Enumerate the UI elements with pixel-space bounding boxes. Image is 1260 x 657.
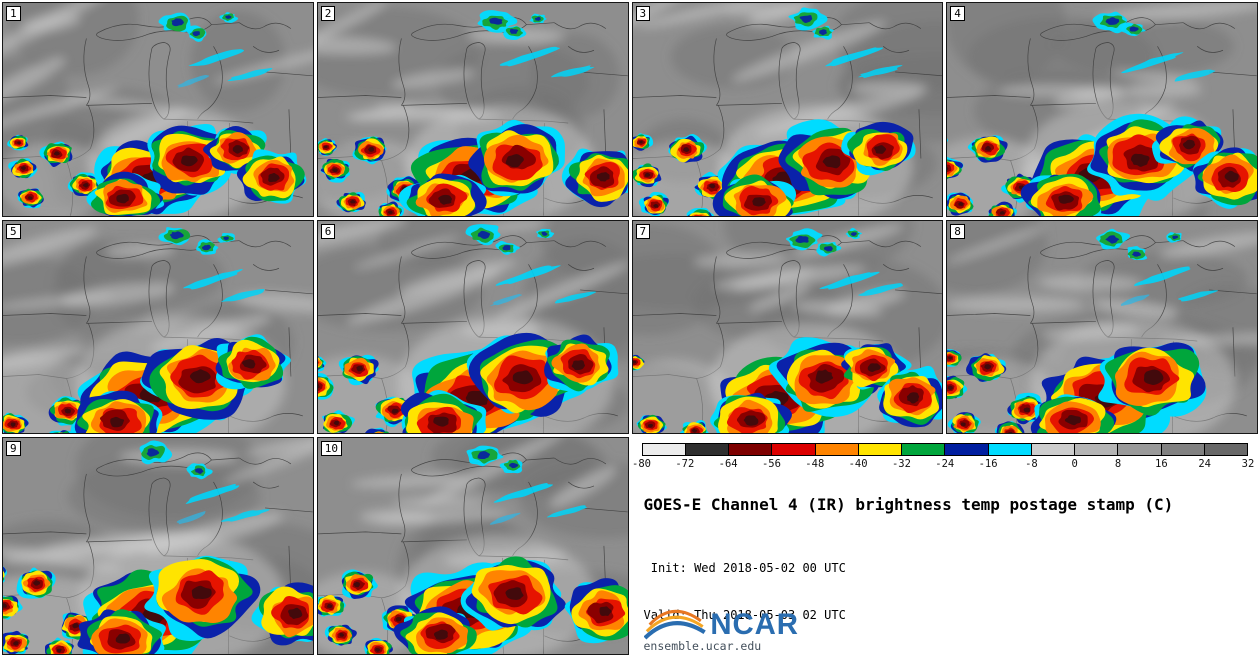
ir-satellite-image (632, 220, 943, 434)
panel-number-badge: 7 (635, 223, 651, 239)
ir-satellite-image (3, 438, 313, 654)
colorbar: -80 -72 -64 -56 -48 -40 -32 -24 -16 -8 0 8 16 24 32 (632, 443, 1254, 471)
member-panel-5: 5 (2, 219, 314, 435)
colorbar-segment (771, 444, 815, 456)
member-panel-9: 9 (2, 437, 314, 655)
colorbar-tick-label: -48 (805, 458, 825, 471)
init-time: Init: Wed 2018-05-02 00 UTC (643, 561, 846, 576)
panel-number-badge: 3 (635, 6, 651, 21)
colorbar-tick-label: 0 (1071, 458, 1078, 471)
panel-number-badge: 9 (6, 441, 21, 457)
colorbar-tick-label: -8 (1025, 458, 1038, 471)
ir-satellite-image (947, 220, 1257, 434)
colorbar-tick-label: 8 (1114, 458, 1122, 471)
panel-number-badge: 8 (950, 223, 965, 239)
colorbar-strip (641, 443, 1248, 457)
ir-satellite-image (3, 3, 313, 216)
ir-satellite-image (317, 3, 628, 216)
panel-number-badge: 6 (320, 223, 336, 239)
colorbar-segment (814, 444, 858, 456)
colorbar-tick-label: -32 (891, 458, 911, 471)
panel-number-badge: 5 (6, 223, 21, 239)
colorbar-tick-label: -64 (718, 458, 738, 471)
panel-number-badge: 4 (950, 6, 965, 21)
colorbar-tick-label: 32 (1241, 458, 1255, 471)
product-title: GOES-E Channel 4 (IR) brightness temp po… (643, 495, 1174, 515)
colorbar-segment (901, 444, 945, 456)
colorbar-tick-label: -80 (632, 458, 651, 471)
colorbar-tick-label: -40 (848, 458, 868, 471)
panel-number-badge: 10 (320, 441, 342, 457)
panel-number-badge: 2 (320, 6, 336, 21)
ncar-logo: NCAR (643, 608, 799, 641)
member-panel-7: 7 (631, 219, 944, 435)
colorbar-segment (642, 444, 685, 456)
colorbar-tick-label: -72 (675, 458, 695, 471)
colorbar-segment (684, 444, 728, 456)
colorbar-segment (728, 444, 772, 456)
colorbar-tick-label: -16 (978, 458, 998, 471)
ncar-swoosh-icon (643, 609, 706, 640)
ncar-logo-caption: ensemble.ucar.edu (643, 639, 762, 653)
colorbar-tick-label: -24 (935, 458, 955, 471)
ir-satellite-image (317, 438, 628, 654)
colorbar-segment (1160, 444, 1204, 456)
member-panel-4: 4 (946, 2, 1258, 217)
colorbar-segment (987, 444, 1031, 456)
colorbar-tick-labels: -80 -72 -64 -56 -48 -40 -32 -24 -16 -8 0 8 16 24 32 (632, 458, 1254, 471)
panel-number-badge: 1 (6, 6, 21, 21)
colorbar-segment (1074, 444, 1118, 456)
member-panel-10: 10 (316, 437, 629, 655)
colorbar-tick-label: -56 (761, 458, 781, 471)
member-panel-3: 3 (631, 2, 944, 217)
colorbar-segment (1203, 444, 1247, 456)
ir-satellite-image (947, 3, 1257, 216)
ncar-logo-text: NCAR (710, 608, 799, 641)
colorbar-segment (944, 444, 988, 456)
colorbar-segment (1030, 444, 1074, 456)
member-panel-6: 6 (316, 219, 629, 435)
colorbar-segment (857, 444, 901, 456)
ir-satellite-image (632, 3, 943, 216)
ir-satellite-image (3, 220, 313, 434)
ncar-logo-block: NCAR ensemble.ucar.edu (643, 597, 824, 653)
ir-satellite-image (317, 220, 628, 434)
colorbar-tick-label: 16 (1155, 458, 1168, 471)
product-info-block: -80 -72 -64 -56 -48 -40 -32 -24 -16 -8 0 8 16 24 32 GO… (631, 437, 1258, 655)
member-panel-8: 8 (946, 219, 1258, 435)
member-panel-2: 2 (316, 2, 629, 217)
member-panel-1: 1 (2, 2, 314, 217)
colorbar-segment (1117, 444, 1161, 456)
colorbar-tick-label: 24 (1198, 458, 1211, 471)
